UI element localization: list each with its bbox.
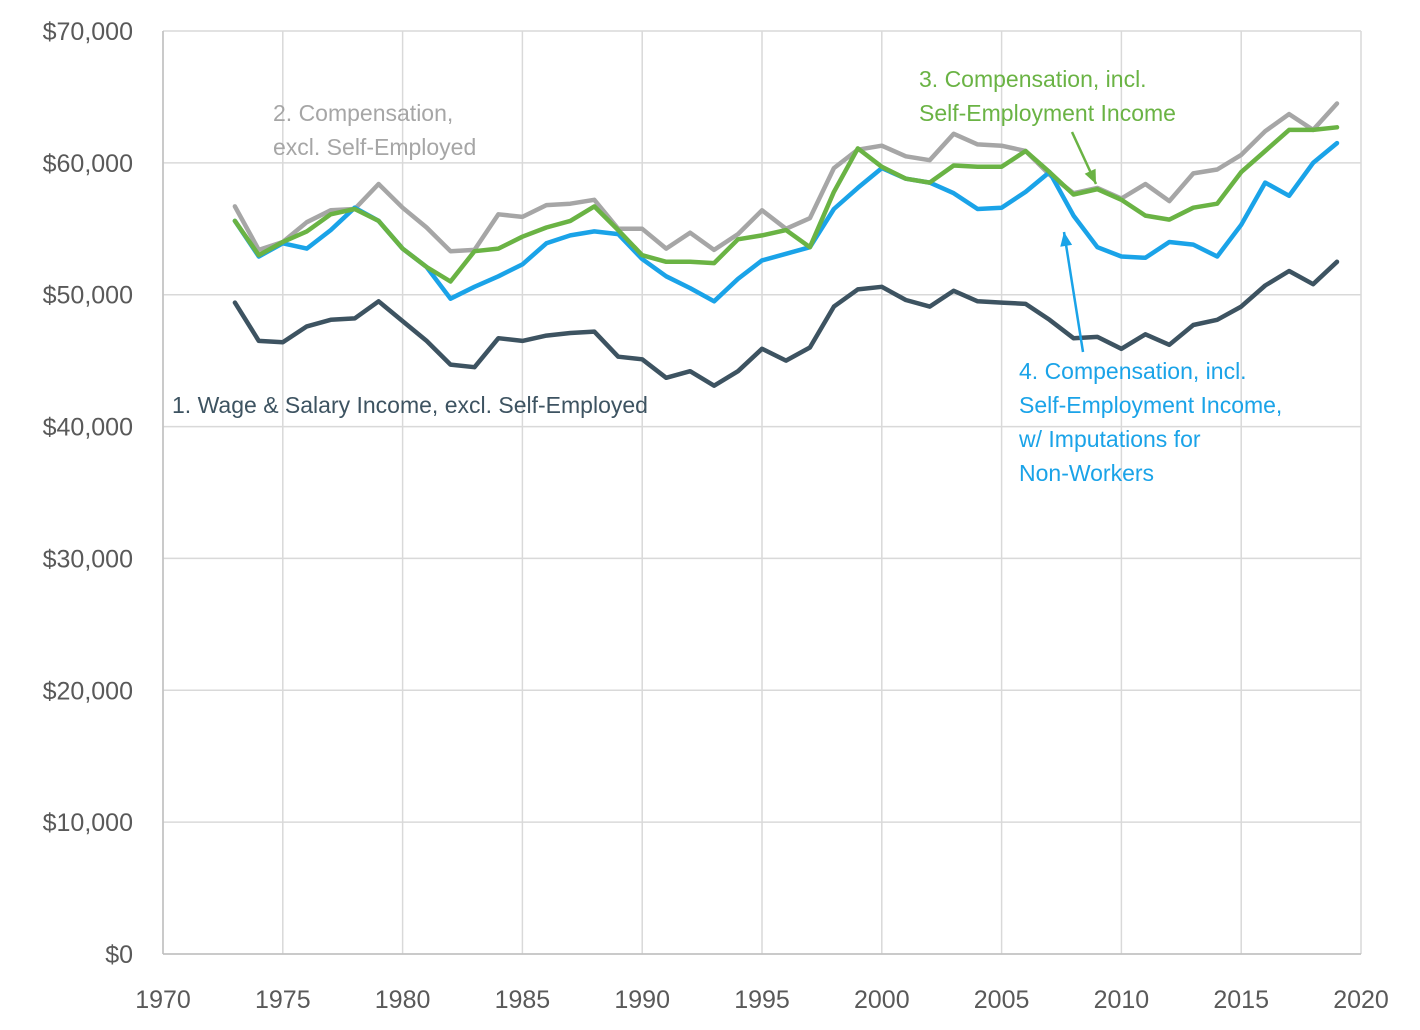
x-tick-label: 1985 (495, 986, 551, 1014)
x-tick-label: 1995 (734, 986, 790, 1014)
series-label-1-line: 1. Wage & Salary Income, excl. Self-Empl… (172, 392, 648, 418)
series-label-4-line: 4. Compensation, incl. (1019, 358, 1247, 384)
arrow-series-4 (1062, 231, 1085, 353)
x-tick-label: 1980 (375, 986, 431, 1014)
arrow-series-3-head (1084, 168, 1096, 184)
y-tick-label: $40,000 (43, 414, 133, 442)
x-tick-label: 2005 (974, 986, 1030, 1014)
x-tick-label: 2015 (1213, 986, 1269, 1014)
x-tick-label: 1990 (614, 986, 670, 1014)
y-tick-label: $30,000 (43, 545, 133, 573)
series-label-4-line: w/ Imputations for (1018, 426, 1201, 452)
y-tick-label: $0 (105, 941, 133, 969)
x-tick-label: 1975 (255, 986, 311, 1014)
series-label-3-line: Self-Employment Income (919, 100, 1176, 126)
series-label-3-line: 3. Compensation, incl. (919, 66, 1147, 92)
annotation-arrows (1060, 131, 1098, 353)
grid-lines (162, 30, 1362, 955)
y-tick-labels: $0 $10,000 $20,000 $30,000 $40,000 $50,000 $60… (43, 18, 133, 969)
series-label-2-line: 2. Compensation, (273, 100, 453, 126)
series-label-4-line: Non-Workers (1019, 460, 1154, 486)
y-tick-label: $60,000 (43, 150, 133, 178)
x-tick-label: 2020 (1333, 986, 1389, 1014)
x-tick-label: 2010 (1094, 986, 1150, 1014)
series-line-3 (232, 125, 1340, 284)
series-line-1 (232, 259, 1340, 388)
series-line-4 (232, 140, 1340, 304)
series-label-4-line: Self-Employment Income, (1019, 392, 1282, 418)
x-tick-label: 2000 (854, 986, 910, 1014)
y-tick-label: $70,000 (43, 18, 133, 46)
y-tick-label: $20,000 (43, 677, 133, 705)
series-lines (232, 101, 1340, 388)
x-tick-label: 1970 (135, 986, 191, 1014)
y-tick-label: $50,000 (43, 282, 133, 310)
axes (162, 31, 1361, 955)
series-labels: 1. Wage & Salary Income, excl. Self-Empl… (172, 66, 1282, 486)
x-tick-labels: 1970 1975 1980 1985 1990 1995 2000 2005 2010 2015… (135, 986, 1389, 1014)
y-tick-label: $10,000 (43, 809, 133, 837)
arrow-series-4-head (1060, 232, 1073, 247)
series-label-2-line: excl. Self-Employed (273, 134, 476, 160)
